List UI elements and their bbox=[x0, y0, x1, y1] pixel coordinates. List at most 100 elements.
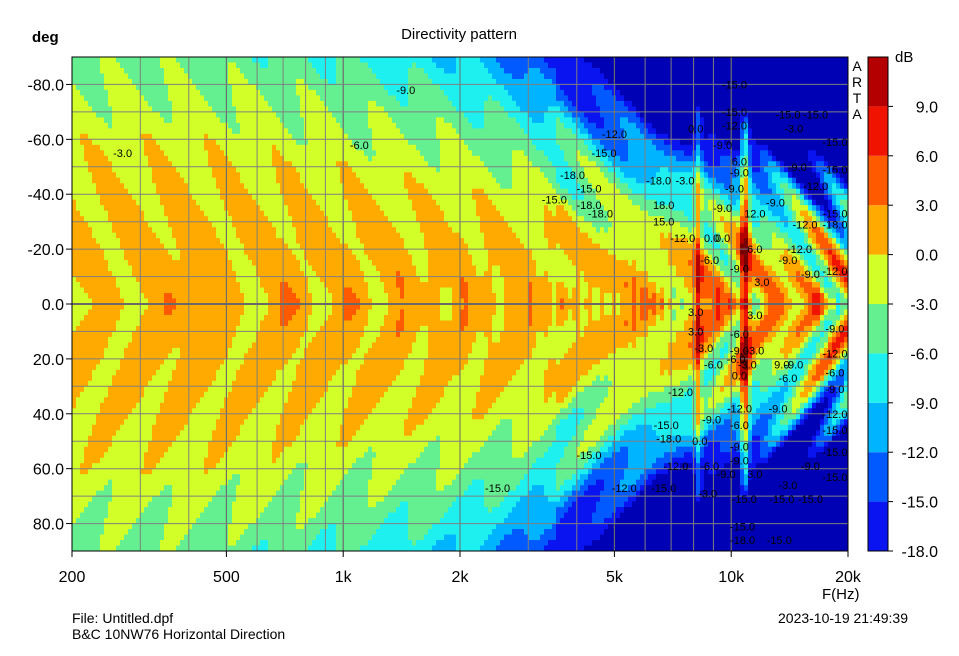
heatmap-cell bbox=[344, 194, 349, 201]
heatmap-cell bbox=[256, 122, 261, 129]
heatmap-cell bbox=[788, 161, 793, 168]
heatmap-cell bbox=[84, 67, 89, 75]
heatmap-cell bbox=[140, 139, 145, 146]
heatmap-cell bbox=[116, 84, 121, 91]
heatmap-cell bbox=[80, 78, 85, 86]
heatmap-cell bbox=[388, 172, 393, 179]
heatmap-cell bbox=[248, 155, 253, 162]
heatmap-cell bbox=[700, 95, 705, 102]
heatmap-cell bbox=[348, 111, 353, 118]
heatmap-cell bbox=[828, 177, 833, 184]
heatmap-cell bbox=[568, 183, 573, 190]
heatmap-cell bbox=[284, 155, 289, 162]
heatmap-cell bbox=[236, 57, 241, 64]
heatmap-cell bbox=[672, 111, 677, 118]
heatmap-cell bbox=[228, 106, 233, 113]
heatmap-cell bbox=[304, 111, 309, 118]
heatmap-cell bbox=[248, 133, 253, 140]
heatmap-cell bbox=[832, 57, 837, 64]
heatmap-cell bbox=[844, 188, 848, 195]
heatmap-cell bbox=[536, 100, 541, 107]
heatmap-cell bbox=[392, 155, 397, 162]
heatmap-cell bbox=[192, 67, 197, 75]
heatmap-cell bbox=[492, 188, 497, 195]
heatmap-cell bbox=[784, 122, 789, 129]
heatmap-cell bbox=[104, 166, 109, 173]
heatmap-cell bbox=[428, 62, 433, 69]
heatmap-cell bbox=[824, 117, 829, 124]
heatmap-cell bbox=[356, 67, 361, 75]
heatmap-cell bbox=[656, 188, 661, 195]
heatmap-cell bbox=[376, 106, 381, 113]
heatmap-cell bbox=[508, 89, 513, 97]
heatmap-cell bbox=[764, 67, 769, 75]
heatmap-cell bbox=[816, 57, 821, 64]
heatmap-cell bbox=[764, 117, 769, 124]
heatmap-cell bbox=[528, 62, 533, 69]
heatmap-cell bbox=[392, 57, 397, 64]
heatmap-cell bbox=[76, 89, 81, 97]
heatmap-cell bbox=[152, 133, 157, 140]
heatmap-cell bbox=[496, 67, 501, 75]
heatmap-cell bbox=[120, 133, 125, 140]
heatmap-cell bbox=[172, 194, 177, 201]
heatmap-cell bbox=[568, 95, 573, 102]
heatmap-cell bbox=[792, 122, 797, 129]
heatmap-cell bbox=[708, 95, 713, 102]
heatmap-cell bbox=[328, 144, 333, 151]
heatmap-cell bbox=[388, 95, 393, 102]
heatmap-cell bbox=[204, 128, 209, 135]
heatmap-cell bbox=[404, 73, 409, 80]
heatmap-cell bbox=[476, 84, 481, 91]
heatmap-cell bbox=[184, 194, 189, 201]
heatmap-cell bbox=[356, 73, 361, 80]
heatmap-cell bbox=[192, 139, 197, 146]
heatmap-cell bbox=[468, 106, 473, 113]
heatmap-cell bbox=[104, 78, 109, 86]
heatmap-cell bbox=[308, 78, 313, 86]
heatmap-cell bbox=[788, 122, 793, 129]
heatmap-cell bbox=[780, 172, 785, 179]
heatmap-cell bbox=[464, 57, 469, 64]
heatmap-cell bbox=[156, 133, 161, 140]
heatmap-cell bbox=[748, 139, 753, 146]
heatmap-cell bbox=[324, 57, 329, 64]
heatmap-cell bbox=[768, 73, 773, 80]
heatmap-cell bbox=[416, 106, 421, 113]
heatmap-cell bbox=[740, 57, 745, 64]
heatmap-cell bbox=[516, 62, 521, 69]
heatmap-cell bbox=[180, 111, 185, 118]
heatmap-cell bbox=[184, 78, 189, 86]
heatmap-cell bbox=[392, 100, 397, 107]
heatmap-cell bbox=[840, 128, 845, 135]
heatmap-cell bbox=[244, 67, 249, 75]
heatmap-cell bbox=[524, 106, 529, 113]
heatmap-cell bbox=[688, 62, 693, 69]
heatmap-cell bbox=[424, 84, 429, 91]
heatmap-cell bbox=[284, 161, 289, 168]
heatmap-cell bbox=[584, 122, 589, 129]
heatmap-cell bbox=[560, 111, 565, 118]
heatmap-cell bbox=[384, 73, 389, 80]
heatmap-cell bbox=[624, 62, 629, 69]
heatmap-cell bbox=[672, 67, 677, 75]
heatmap-cell bbox=[844, 84, 848, 91]
heatmap-cell bbox=[268, 111, 273, 118]
heatmap-cell bbox=[460, 172, 465, 179]
heatmap-cell bbox=[240, 144, 245, 151]
heatmap-cell bbox=[436, 161, 441, 168]
heatmap-cell bbox=[644, 194, 649, 201]
heatmap-cell bbox=[160, 57, 165, 64]
heatmap-cell bbox=[788, 117, 793, 124]
heatmap-cell bbox=[648, 155, 653, 162]
heatmap-cell bbox=[748, 188, 753, 195]
heatmap-cell bbox=[428, 161, 433, 168]
heatmap-cell bbox=[704, 78, 709, 86]
heatmap-cell bbox=[788, 128, 793, 135]
heatmap-cell bbox=[88, 122, 93, 129]
heatmap-cell bbox=[540, 172, 545, 179]
heatmap-cell bbox=[524, 188, 529, 195]
heatmap-cell bbox=[556, 111, 561, 118]
heatmap-cell bbox=[844, 133, 848, 140]
